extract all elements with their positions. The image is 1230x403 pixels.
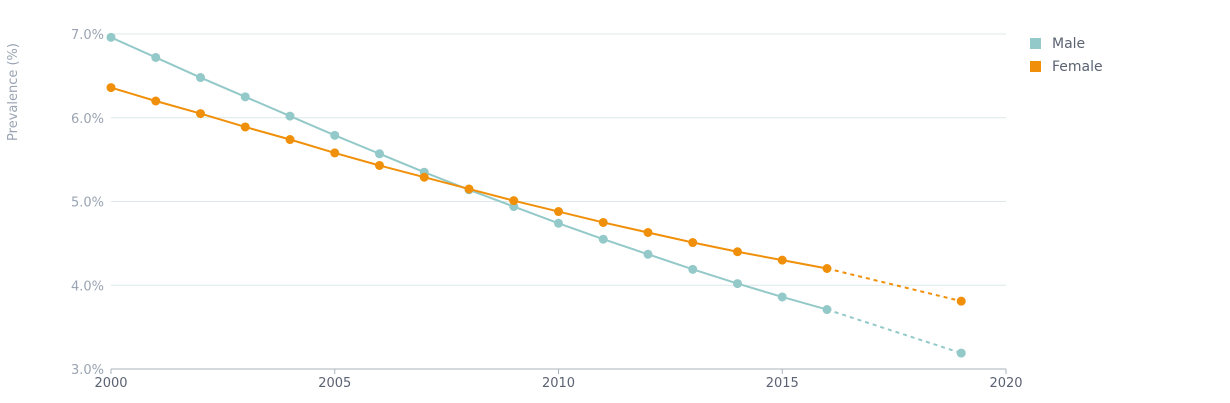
x-tick-label: 2000 [94,376,127,391]
y-tick-label: 5.0% [71,196,104,211]
x-axis-ticks: 2000 2005 2010 2015 2020 [94,369,1023,391]
legend-swatch-male [1030,38,1041,49]
series-projection-female [826,267,962,303]
legend-label-male: Male [1052,35,1086,52]
data-point-male [777,292,787,302]
legend: Male Female [1030,32,1103,78]
data-point-female [106,83,116,93]
data-point-male [151,52,161,62]
data-point-male [196,73,205,83]
data-point-male [733,279,742,289]
data-point-male [240,92,250,102]
data-point-male [643,249,653,259]
data-point-female [464,184,474,194]
data-point-male [330,130,340,140]
data-point-male [106,32,116,42]
data-point-female [777,255,787,265]
y-tick-label: 6.0% [71,112,104,127]
data-point-female [196,109,205,119]
legend-swatch-female [1030,61,1041,72]
y-axis-label: Prevalence (%) [6,43,21,141]
series-projection-male [826,308,962,355]
x-tick-label: 2010 [542,376,575,391]
data-point-male [375,149,384,159]
data-point-female [733,247,742,257]
legend-label-female: Female [1052,58,1103,75]
legend-item-female: Female [1030,55,1103,78]
x-tick-label: 2015 [766,376,799,391]
data-point-male [598,234,608,244]
x-tick-label: 2020 [989,376,1022,391]
series-line-male [110,36,828,311]
y-tick-label: 7.0% [71,28,104,43]
data-point-female [330,148,340,158]
data-point-male [285,111,295,121]
projection-point-female [956,296,966,306]
projection-point-male [956,348,966,358]
data-point-female [688,238,698,248]
data-point-female [419,172,429,182]
legend-item-male: Male [1030,32,1103,55]
y-tick-label: 3.0% [71,363,104,378]
data-point-female [822,264,832,273]
data-point-female [375,160,384,170]
data-point-female [598,217,608,227]
y-tick-label: 4.0% [71,279,104,294]
data-point-female [151,96,161,106]
y-axis-ticks: 3.0% 4.0% 5.0% 6.0% 7.0% [71,28,104,378]
data-point-female [554,207,563,217]
data-point-male [688,264,698,274]
series-line-female [110,86,828,270]
x-tick-label: 2005 [318,376,351,391]
data-point-female [509,196,519,206]
data-point-female [285,135,295,145]
grid-lines [111,33,1006,370]
data-point-male [822,305,832,315]
data-point-female [240,122,250,132]
series-lines [106,32,966,358]
data-point-male [554,218,563,228]
data-point-female [643,227,653,237]
